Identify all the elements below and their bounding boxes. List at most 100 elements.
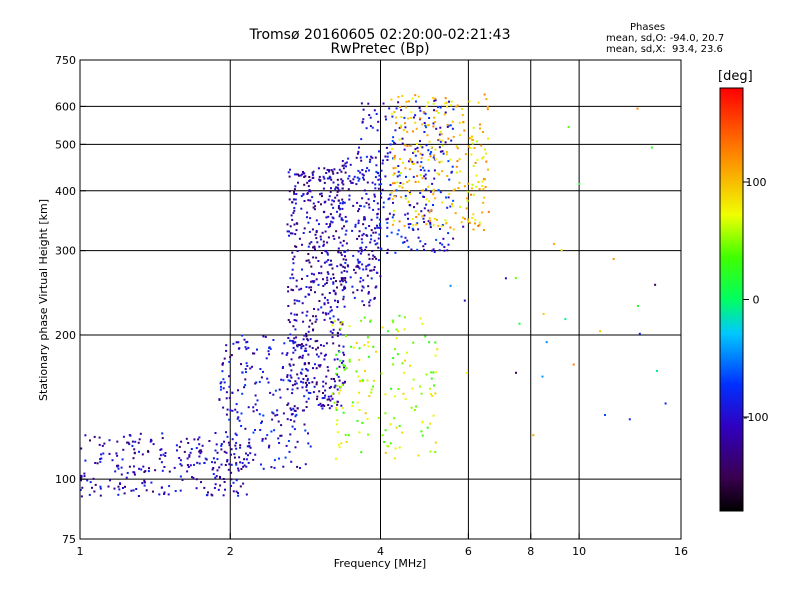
data-point: [333, 290, 336, 293]
data-point: [404, 197, 407, 200]
data-point: [430, 249, 433, 252]
data-point: [274, 389, 277, 392]
data-point: [372, 208, 375, 211]
data-point: [341, 160, 344, 162]
data-point: [473, 147, 476, 149]
data-point: [301, 368, 304, 371]
data-point: [311, 176, 314, 179]
data-point: [294, 415, 297, 418]
data-point: [345, 165, 347, 168]
data-point: [131, 440, 134, 443]
data-point: [430, 208, 433, 211]
data-point: [287, 286, 290, 288]
data-point: [384, 115, 387, 118]
x-tick-label: 1: [77, 545, 84, 558]
data-point: [417, 454, 420, 457]
data-point: [400, 124, 403, 127]
data-point: [397, 101, 400, 104]
data-point: [335, 280, 337, 283]
data-point: [393, 172, 396, 175]
data-point: [312, 281, 315, 284]
data-point: [147, 450, 149, 453]
data-point: [122, 448, 125, 451]
data-point: [330, 395, 333, 398]
data-point: [218, 466, 221, 469]
data-point: [362, 286, 365, 289]
data-point: [339, 389, 342, 392]
data-point: [331, 336, 334, 339]
data-point: [423, 196, 425, 198]
data-point: [312, 367, 314, 370]
data-point: [331, 199, 334, 202]
data-point: [362, 279, 365, 282]
data-point: [293, 302, 296, 305]
data-point: [323, 302, 326, 305]
data-point: [336, 306, 339, 308]
data-point: [319, 179, 322, 182]
data-point: [141, 482, 144, 485]
data-point: [304, 429, 307, 432]
data-point: [231, 391, 234, 394]
data-point: [145, 489, 148, 492]
data-point: [356, 401, 359, 404]
data-point: [423, 248, 425, 251]
data-point: [360, 159, 363, 162]
data-point: [320, 306, 323, 309]
data-point: [301, 277, 303, 280]
data-point: [303, 409, 305, 412]
data-point: [226, 435, 229, 438]
data-point: [217, 488, 220, 491]
data-point: [403, 316, 406, 319]
data-point: [367, 203, 370, 206]
data-point: [333, 358, 336, 361]
data-point: [294, 446, 297, 449]
data-point: [326, 177, 329, 180]
data-point: [456, 160, 459, 163]
data-point: [301, 268, 303, 271]
data-point: [428, 124, 430, 126]
data-point: [344, 266, 346, 269]
data-point: [339, 202, 342, 205]
data-point: [379, 224, 381, 227]
data-point: [277, 437, 280, 440]
data-point: [341, 244, 344, 247]
data-point: [439, 126, 442, 129]
data-point: [369, 320, 371, 323]
data-point: [319, 364, 322, 367]
data-point: [504, 277, 507, 280]
data-point: [262, 414, 265, 417]
data-point: [282, 412, 285, 415]
data-point: [113, 487, 116, 490]
data-point: [330, 385, 332, 388]
data-point: [302, 381, 305, 384]
phase-stats-o: mean, sd,O: -94.0, 20.7: [606, 33, 725, 44]
data-point: [307, 432, 309, 435]
data-point: [391, 319, 394, 322]
data-point: [244, 368, 247, 371]
data-point: [452, 135, 455, 138]
data-point: [234, 432, 237, 435]
data-point: [289, 433, 292, 436]
data-point: [378, 233, 381, 236]
data-point: [287, 171, 290, 174]
data-point: [433, 169, 436, 172]
data-point: [247, 461, 250, 464]
data-point: [486, 108, 489, 111]
data-point: [309, 338, 312, 340]
data-point: [408, 204, 411, 206]
data-point: [345, 281, 348, 284]
data-point: [357, 219, 360, 222]
data-point: [335, 186, 338, 189]
data-point: [369, 116, 372, 119]
data-point: [120, 473, 123, 476]
data-point: [429, 226, 432, 229]
data-point: [349, 163, 352, 166]
data-point: [91, 486, 93, 489]
data-point: [310, 280, 313, 283]
data-point: [318, 390, 321, 393]
data-point: [348, 360, 351, 363]
data-point: [419, 145, 422, 148]
data-point: [274, 414, 277, 417]
data-point: [381, 326, 384, 329]
